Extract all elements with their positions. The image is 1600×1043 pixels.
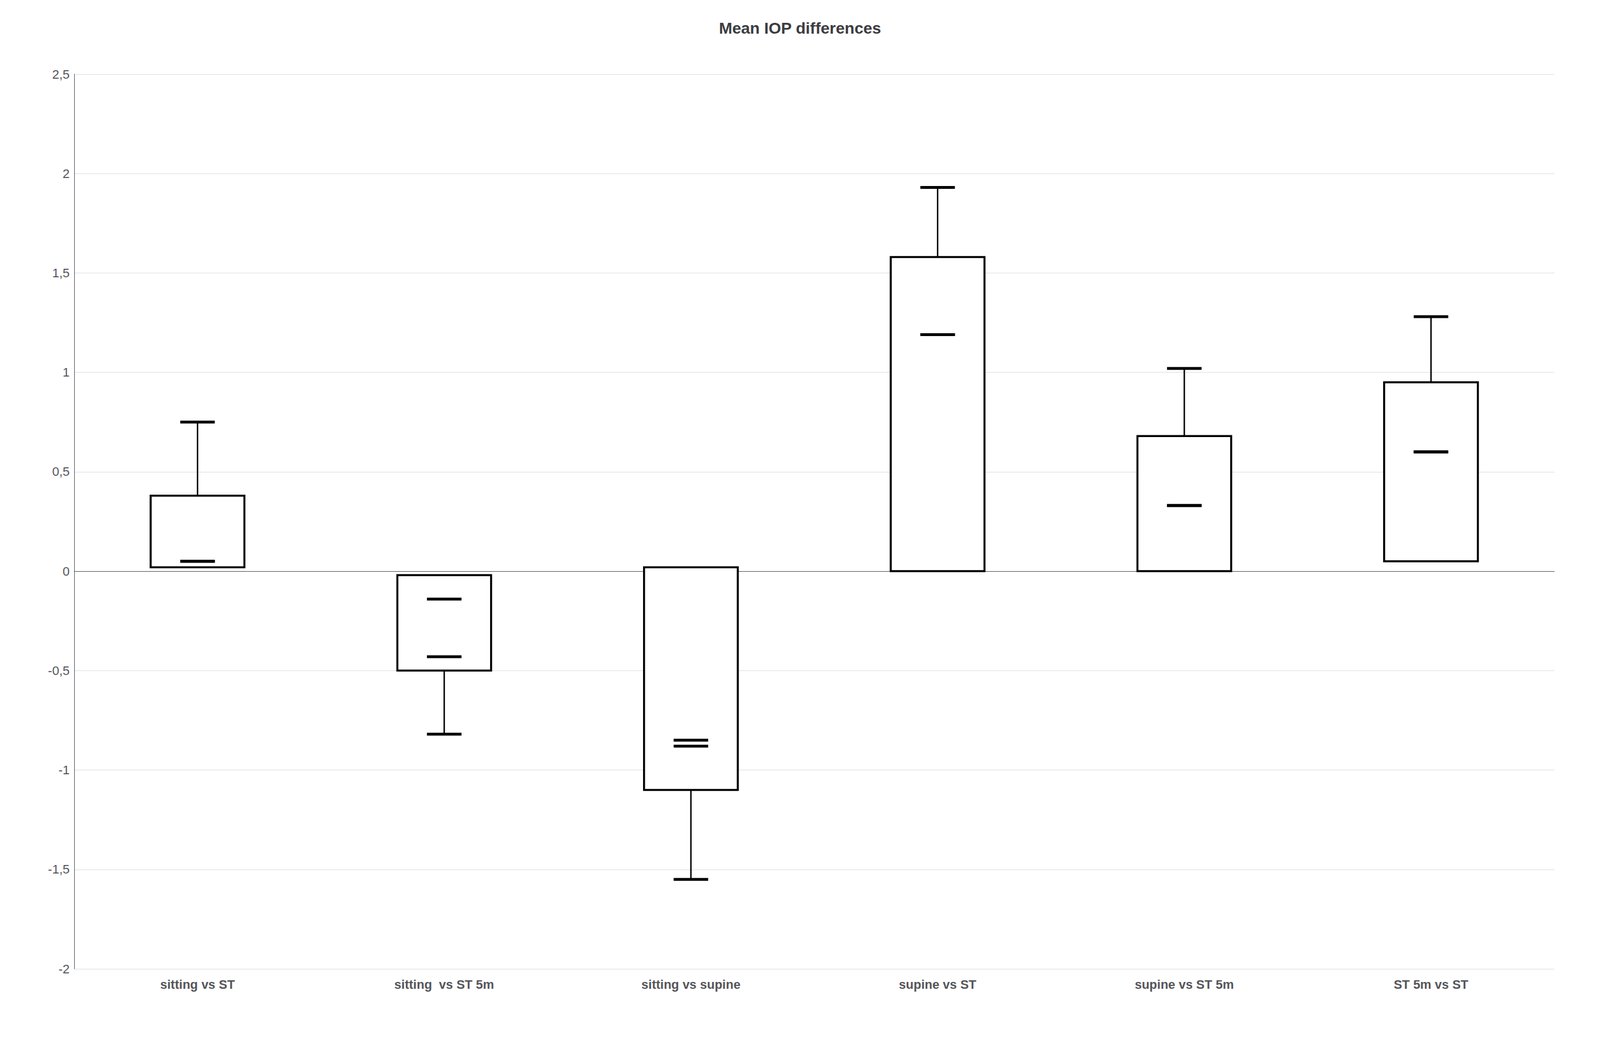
svg-text:2: 2 [62,166,70,181]
svg-text:-0,5: -0,5 [47,663,70,678]
svg-text:Mean IOP differences: Mean IOP differences [718,19,882,38]
svg-text:-1,5: -1,5 [47,862,70,877]
svg-text:1: 1 [62,365,70,380]
svg-text:sitting vs supine: sitting vs supine [641,977,741,992]
svg-text:sitting vs ST 5m: sitting vs ST 5m [394,977,495,992]
svg-text:sitting vs ST: sitting vs ST [160,977,236,992]
svg-text:0,5: 0,5 [51,464,70,479]
svg-text:2,5: 2,5 [51,67,70,82]
svg-text:ST 5m vs ST: ST 5m vs ST [1393,977,1469,992]
svg-text:-2: -2 [58,962,70,977]
svg-text:supine vs ST: supine vs ST [898,977,977,992]
svg-text:supine vs ST 5m: supine vs ST 5m [1134,977,1235,992]
svg-text:1,5: 1,5 [51,265,70,281]
svg-text:0: 0 [62,564,70,579]
svg-text:-1: -1 [58,762,70,778]
